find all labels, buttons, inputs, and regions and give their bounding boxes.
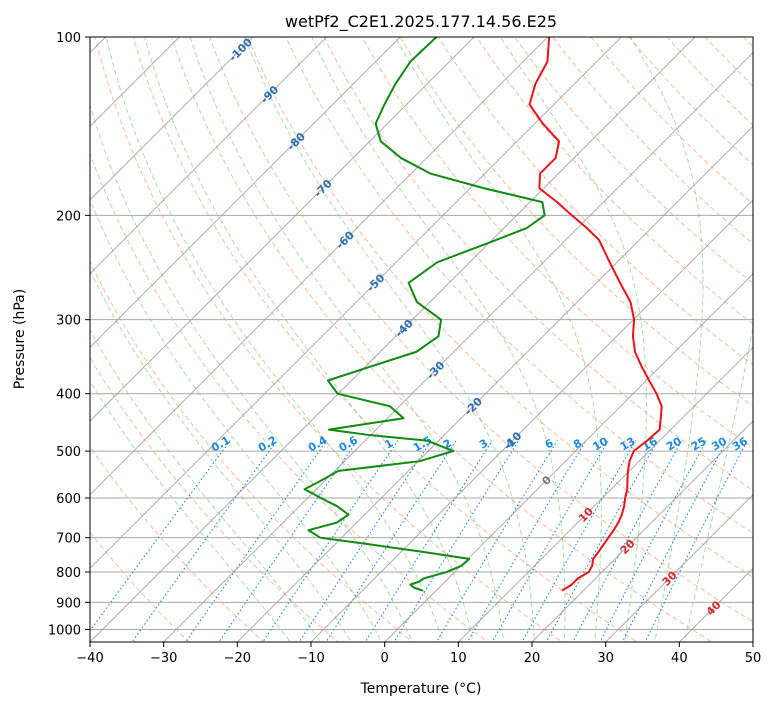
moist-adiabat [629,37,704,642]
isotherm-line [90,37,328,275]
x-tick-label: −10 [297,651,324,666]
moist-adiabat [105,37,444,642]
moist-adiabat [90,269,352,642]
plot-frame [89,36,754,643]
sounding-profiles [303,37,663,592]
x-tick-label: 50 [745,651,762,666]
moist-adiabat [394,37,602,642]
chart-title: wetPf2_C2E1.2025.177.14.56.E25 [285,12,557,32]
isotherm-grid [90,37,753,642]
y-axis-title: Pressure (hPa) [12,289,28,389]
isotherm-line [310,199,753,642]
isotherm-line [162,51,753,642]
x-tick-label: −40 [76,651,103,666]
moist-adiabat [684,324,753,642]
dry-adiabat [361,37,753,449]
moist-adiabat [500,37,647,642]
moist-adiabats [90,37,753,642]
moist-adiabat [189,37,505,642]
mixing-ratio-line [90,440,231,632]
dry-adiabat [399,37,753,407]
dry-adiabat [94,37,564,642]
mixing-ratio-line [298,440,432,642]
y-tick-label: 400 [56,388,81,403]
mixing-ratio-line [545,440,659,642]
dry-adiabats [90,37,753,642]
dry-adiabat [209,37,753,623]
mixing-ratio-line [218,440,358,642]
moist-adiabat [90,103,413,642]
mixing-ratio-line [572,440,683,642]
isotherm-line [457,346,753,642]
moist-adiabat [90,380,291,642]
mixing-ratio-line [435,440,558,642]
dry-adiabat [514,37,753,285]
mixing-ratio-line [262,440,399,642]
mixing-ratio-line [393,440,520,642]
isotherm-line [90,37,696,642]
mixing-ratio-line [491,440,609,642]
temperature-profile [528,37,663,592]
moist-adiabat [244,37,535,642]
isotherm-line [90,37,181,128]
moist-adiabat [144,37,474,642]
dry-adiabat [437,37,753,366]
x-axis-title: Temperature (°C) [360,681,482,697]
isotherm-line [90,37,549,496]
y-tick-label: 600 [56,492,81,507]
y-tick-label: 100 [56,31,81,46]
y-tick-label: 1000 [48,623,81,638]
y-tick-label: 700 [56,532,81,547]
x-tick-label: 10 [450,651,467,666]
moist-adiabat [311,37,566,642]
x-tick-label: −20 [224,651,251,666]
isotherm-line [383,272,753,642]
y-tick-label: 300 [56,314,81,329]
mixing-ratio-lines [90,440,748,642]
x-tick-label: −30 [150,651,177,666]
mixing-ratio-line [466,440,587,642]
y-axis: 100 200 300 400 500 600 700 800 900 1000 [48,31,90,638]
dry-adiabat [247,37,753,578]
isobar-grid [90,37,753,630]
y-tick-label: 200 [56,209,81,224]
isotherm-line [90,37,623,570]
mixing-ratio-line [521,440,637,642]
x-tick-label: 0 [381,651,389,666]
isotherm-line [90,37,475,422]
x-tick-label: 20 [524,651,541,666]
dewpoint-profile [303,37,546,592]
dry-adiabat [90,152,489,642]
moist-adiabat [90,198,383,642]
x-axis: −40 −30 −20 −10 0 10 20 30 40 50 [76,642,761,666]
y-tick-label: 800 [56,566,81,581]
y-tick-label: 500 [56,445,81,460]
dry-adiabat [171,37,713,642]
isotherm-line [90,37,254,201]
isotherm-line [604,493,753,642]
mixing-ratio-line [185,440,328,642]
isotherm-line [236,125,753,642]
x-tick-label: 30 [597,651,614,666]
dry-adiabat [90,260,414,642]
dry-adiabat [590,37,753,205]
dry-adiabat [90,356,340,642]
dry-adiabat [132,37,638,642]
mixing-ratio-line [599,440,707,642]
moist-adiabat [90,328,322,642]
x-tick-label: 40 [671,651,688,666]
isotherm-line [531,420,753,642]
dry-adiabat [285,37,753,535]
y-tick-label: 900 [56,596,81,611]
isotherm-line [90,37,402,349]
